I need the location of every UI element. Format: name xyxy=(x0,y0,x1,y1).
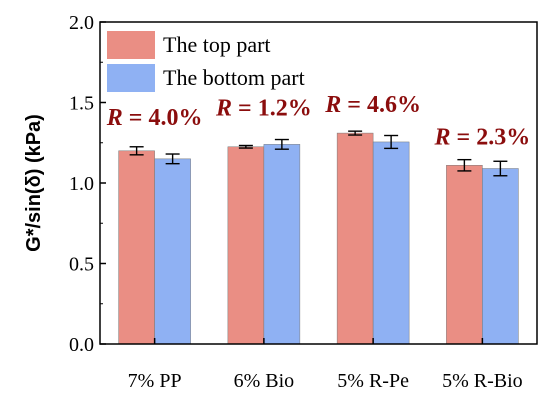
bar xyxy=(482,168,519,345)
bar xyxy=(154,158,191,345)
x-tick-label: 5% R-Bio xyxy=(442,370,523,392)
r-annotation: R = 1.2% xyxy=(215,95,312,121)
legend-label: The top part xyxy=(163,32,271,57)
y-tick-label: 1.5 xyxy=(69,93,94,115)
bar xyxy=(263,144,301,345)
legend-swatch xyxy=(107,31,155,59)
bars-layer xyxy=(118,130,519,345)
r-annotation: R = 4.6% xyxy=(324,92,421,118)
y-tick-label: 0.0 xyxy=(69,334,94,356)
x-tick-label: 6% Bio xyxy=(234,370,295,392)
bar xyxy=(336,132,374,345)
bar xyxy=(372,141,410,345)
legend-label: The bottom part xyxy=(163,65,305,90)
bar xyxy=(446,165,483,345)
y-tick-label: 0.5 xyxy=(69,254,94,276)
y-tick-label: 1.0 xyxy=(69,173,94,195)
x-tick-label: 7% PP xyxy=(128,370,182,392)
y-tick-label: 2.0 xyxy=(69,12,94,34)
ticks-layer: 0.0 0.5 1.0 1.5 2.0 7% PP 6% Bio 5% R-Pe 5% R-Bi… xyxy=(69,12,523,392)
bar xyxy=(227,146,265,345)
r-annotation: R = 2.3% xyxy=(434,124,531,150)
bar xyxy=(118,150,155,345)
legend-swatch xyxy=(107,64,155,92)
annotations: R = 4.0% R = 1.2% R = 4.6% R = 2.3% xyxy=(106,92,530,150)
r-annotation: R = 4.0% xyxy=(106,105,203,131)
y-axis-title: G*/sin(δ) (kPa) xyxy=(23,114,45,252)
x-tick-label: 5% R-Pe xyxy=(337,370,409,392)
legend: The top part The bottom part xyxy=(107,31,305,92)
